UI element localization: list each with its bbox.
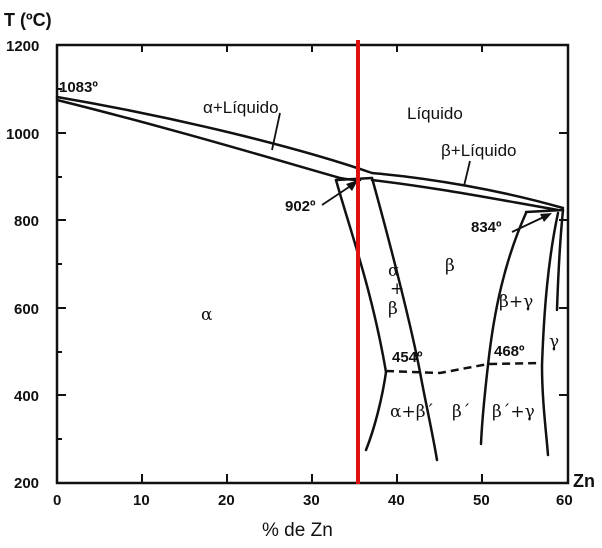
alpha-betaprime-left-curve <box>364 370 388 452</box>
region-alpha-liquid: α+Líquido <box>203 98 279 117</box>
x-axis-title: % de Zn <box>262 520 333 541</box>
region-alpha-beta-beta: β <box>388 299 398 319</box>
region-alpha-betaprime: α+β´ <box>390 402 434 422</box>
region-beta: β <box>445 256 455 276</box>
gamma-right-curve <box>555 208 565 312</box>
region-gamma: γ <box>549 332 559 352</box>
x-tick-20: 20 <box>218 492 235 509</box>
region-betaprime-gamma: β´+γ <box>492 402 535 422</box>
arrow-902-head <box>346 180 358 191</box>
liquidus-curve <box>55 95 565 210</box>
y-tick-200: 200 <box>14 475 39 492</box>
alpha-solvus-curve <box>334 178 388 374</box>
y-tick-1200: 1200 <box>6 38 39 55</box>
beta-alpha-boundary-curve <box>370 176 439 462</box>
region-alpha-beta-alpha: α <box>388 261 400 281</box>
region-alpha-beta-plus: + <box>390 279 404 299</box>
y-axis-title: T (ºC) <box>4 10 52 30</box>
region-betaprime: β´ <box>452 402 470 422</box>
ordering-dashed-line <box>385 361 543 375</box>
x-tick-50: 50 <box>473 492 490 509</box>
arrow-beta-liquid <box>463 160 471 187</box>
x-tick-30: 30 <box>303 492 320 509</box>
peritectic-902-line <box>334 176 374 182</box>
y-tick-1000: 1000 <box>6 126 39 143</box>
x-tick-60: 60 <box>556 492 573 509</box>
temp-468-label: 468º <box>494 343 525 360</box>
x-tick-marks <box>141 45 483 483</box>
region-beta-liquid: β+Líquido <box>441 141 516 160</box>
gamma-boundary-curve <box>540 211 560 457</box>
arrow-alpha-liquid <box>271 112 281 151</box>
x-end-label: Zn <box>573 471 595 491</box>
x-tick-40: 40 <box>388 492 405 509</box>
x-tick-0: 0 <box>53 492 61 509</box>
y-tick-marks <box>57 44 568 440</box>
peritectic-834-line <box>524 208 565 214</box>
region-beta-gamma: β+γ <box>499 292 533 312</box>
y-tick-800: 800 <box>14 213 39 230</box>
temp-902-label: 902º <box>285 198 316 215</box>
temp-454-label: 454º <box>392 349 423 366</box>
beta-liquid-lower-curve <box>370 178 560 212</box>
temp-834-label: 834º <box>471 219 502 236</box>
arrow-834-head <box>540 213 552 222</box>
y-tick-600: 600 <box>14 301 39 318</box>
beta-gamma-left-curve <box>479 211 528 446</box>
x-tick-10: 10 <box>133 492 150 509</box>
y-tick-400: 400 <box>14 388 39 405</box>
region-alpha: α <box>201 305 213 325</box>
temp-1083-label: 1083º <box>59 79 98 96</box>
region-liquid: Líquido <box>407 104 463 123</box>
phase-boundaries <box>55 95 565 462</box>
